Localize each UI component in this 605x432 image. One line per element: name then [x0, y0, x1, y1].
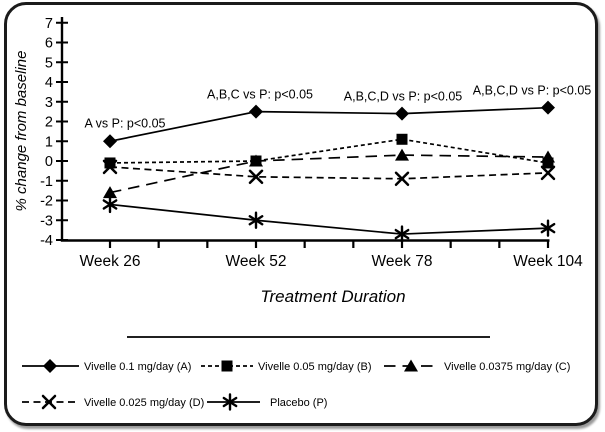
diamond-marker: [43, 359, 57, 373]
y-axis-tick-label: 6: [45, 36, 53, 52]
triangle-marker: [103, 186, 117, 199]
y-axis-tick-label: 2: [45, 115, 53, 131]
series-line-p: [109, 203, 549, 235]
series-line-a: [109, 106, 549, 143]
legend-label: Vivelle 0.1 mg/day (A): [84, 361, 191, 373]
y-axis-tick-label: 7: [45, 16, 53, 32]
diamond-marker: [541, 100, 555, 115]
x-marker: [248, 169, 264, 185]
y-axis-tick-label: -1: [40, 174, 53, 190]
x-axis-category-label: Week 26: [80, 253, 141, 270]
significance-annotation: A vs P: p<0.05: [85, 116, 166, 130]
x-marker: [41, 394, 57, 410]
series-line-c: [109, 154, 549, 194]
triangle-marker: [404, 359, 418, 372]
asterisk-marker: [248, 211, 264, 229]
asterisk-marker: [102, 195, 118, 214]
diamond-marker: [103, 134, 117, 149]
series-line-d: [109, 166, 549, 180]
square-marker: [250, 155, 262, 167]
x-marker: [394, 171, 410, 187]
y-axis-tick-label: -3: [40, 213, 53, 229]
triangle-marker: [395, 148, 409, 161]
x-axis-category-label: Week 52: [226, 253, 287, 270]
x-marker: [540, 165, 556, 181]
asterisk-marker: [540, 219, 556, 237]
legend-label: Vivelle 0.025 mg/day (D): [84, 397, 204, 409]
significance-annotation: A,B,C,D vs P: p<0.05: [344, 90, 463, 104]
x-axis-category-label: Week 104: [513, 253, 583, 270]
series-line-b: [109, 138, 549, 164]
significance-annotation: A,B,C,D vs P: p<0.05: [473, 84, 592, 98]
x-axis-title: Treatment Duration: [260, 287, 405, 306]
diamond-marker: [395, 106, 409, 121]
square-marker: [104, 157, 116, 169]
y-axis-title: % change from baseline: [13, 51, 30, 212]
asterisk-marker: [222, 393, 238, 411]
y-axis-tick-label: 4: [45, 75, 53, 91]
significance-annotation: A,B,C vs P: p<0.05: [207, 88, 313, 102]
y-axis-tick-label: 1: [45, 134, 53, 150]
legend-label: Vivelle 0.0375 mg/day (C): [444, 361, 570, 373]
square-marker: [542, 157, 554, 169]
y-axis-tick-label: -2: [40, 194, 53, 210]
y-axis-tick-label: 3: [45, 95, 53, 111]
figure-rounded-border: [4, 2, 598, 426]
x-axis-category-label: Week 78: [372, 253, 433, 270]
diamond-marker: [249, 104, 263, 119]
square-marker: [221, 360, 233, 372]
y-axis-tick-label: 0: [45, 154, 53, 170]
y-axis-tick-label: -4: [40, 233, 53, 249]
legend-label: Vivelle 0.05 mg/day (B): [258, 361, 372, 373]
y-axis-tick-label: 5: [45, 55, 53, 71]
asterisk-marker: [394, 225, 410, 243]
square-marker: [396, 133, 408, 145]
legend-label: Placebo (P): [270, 397, 327, 409]
